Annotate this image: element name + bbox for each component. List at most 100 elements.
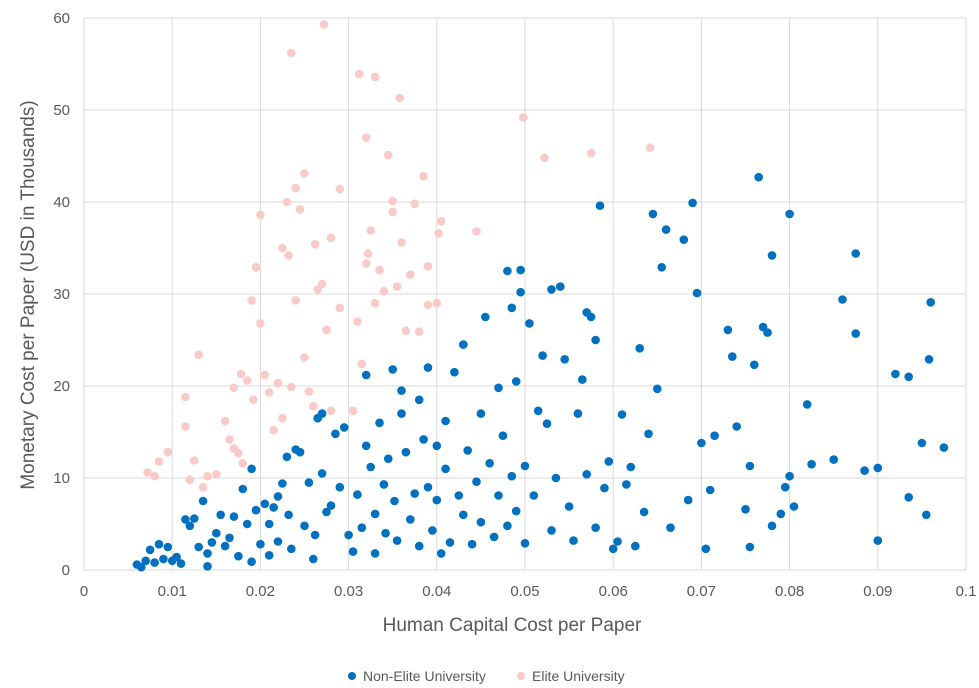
point-non-elite <box>450 367 459 377</box>
point-non-elite <box>375 418 384 428</box>
point-elite <box>287 48 296 58</box>
point-elite <box>322 325 331 335</box>
y-tick-label: 40 <box>53 194 70 211</box>
point-non-elite <box>454 491 464 500</box>
point-non-elite <box>635 344 644 353</box>
point-elite <box>225 435 234 444</box>
point-elite <box>353 317 362 326</box>
point-non-elite <box>414 541 424 551</box>
point-non-elite <box>300 521 309 531</box>
point-non-elite <box>494 491 503 500</box>
point-non-elite <box>525 319 534 328</box>
point-elite <box>291 296 301 305</box>
point-elite <box>295 205 305 214</box>
y-tick-label: 0 <box>62 562 70 579</box>
point-elite <box>361 259 371 268</box>
point-non-elite <box>626 462 636 472</box>
x-axis-title: Human Capital Cost per Paper <box>383 615 642 636</box>
point-non-elite <box>732 422 741 431</box>
point-elite <box>319 20 329 29</box>
point-non-elite <box>322 507 331 517</box>
y-tick-label: 50 <box>53 102 70 119</box>
point-non-elite <box>551 473 561 483</box>
point-non-elite <box>410 489 420 498</box>
series-non-elite <box>132 172 949 572</box>
point-non-elite <box>326 501 336 510</box>
point-non-elite <box>608 544 618 554</box>
point-elite <box>229 383 239 393</box>
point-elite <box>256 319 265 328</box>
point-elite <box>278 243 287 253</box>
x-tick-label: 0.07 <box>687 583 716 600</box>
point-non-elite <box>247 464 256 474</box>
point-non-elite <box>335 482 345 492</box>
point-non-elite <box>529 491 539 500</box>
point-non-elite <box>692 288 702 298</box>
point-non-elite <box>401 447 411 457</box>
point-non-elite <box>904 372 913 382</box>
point-non-elite <box>472 477 481 487</box>
point-elite <box>384 150 393 160</box>
point-non-elite <box>445 538 455 547</box>
point-elite <box>269 425 278 435</box>
point-elite <box>309 401 318 411</box>
point-elite <box>287 382 296 392</box>
point-non-elite <box>256 539 265 549</box>
x-tick-label: 0.03 <box>334 583 363 600</box>
y-axis-ticks: 0 10 20 30 40 50 60 <box>53 10 70 579</box>
point-non-elite <box>851 329 860 338</box>
point-non-elite <box>181 515 190 524</box>
point-non-elite <box>922 510 931 520</box>
point-elite <box>251 263 261 272</box>
point-non-elite <box>631 541 640 551</box>
point-non-elite <box>423 363 433 372</box>
point-non-elite <box>366 462 376 472</box>
point-non-elite <box>414 395 424 405</box>
point-elite <box>181 422 190 431</box>
point-elite <box>432 298 442 308</box>
point-elite <box>203 471 212 481</box>
point-non-elite <box>229 512 239 521</box>
point-elite <box>194 350 203 360</box>
point-non-elite <box>591 523 600 532</box>
point-non-elite <box>666 523 675 532</box>
point-non-elite <box>507 303 517 313</box>
point-elite <box>326 233 336 243</box>
point-non-elite <box>436 549 446 558</box>
series-elite <box>143 20 655 492</box>
point-non-elite <box>785 471 794 481</box>
point-non-elite <box>578 375 587 384</box>
point-non-elite <box>282 452 292 462</box>
legend-label-non-elite: Non-Elite University <box>363 668 486 684</box>
point-non-elite <box>273 537 283 546</box>
point-non-elite <box>683 495 693 505</box>
point-elite <box>256 210 265 220</box>
point-non-elite <box>582 470 591 479</box>
point-elite <box>375 265 384 275</box>
point-elite <box>264 388 274 397</box>
point-non-elite <box>926 298 935 307</box>
point-non-elite <box>459 340 468 349</box>
point-non-elite <box>705 485 715 495</box>
point-non-elite <box>591 335 600 345</box>
point-non-elite <box>207 538 217 547</box>
point-non-elite <box>860 466 869 475</box>
point-elite <box>423 262 433 271</box>
point-non-elite <box>390 496 399 506</box>
point-non-elite <box>723 325 733 335</box>
point-non-elite <box>295 447 305 457</box>
point-non-elite <box>617 410 627 419</box>
x-tick-label: 0.01 <box>158 583 187 600</box>
point-elite <box>150 471 159 481</box>
point-non-elite <box>137 562 146 572</box>
point-non-elite <box>304 478 314 487</box>
point-non-elite <box>516 265 525 275</box>
legend-marker-non-elite <box>348 672 356 680</box>
point-non-elite <box>264 519 274 529</box>
point-non-elite <box>287 544 296 554</box>
point-non-elite <box>560 355 569 364</box>
point-elite <box>247 296 256 305</box>
point-non-elite <box>767 521 777 531</box>
y-tick-label: 20 <box>53 378 70 395</box>
point-elite <box>419 171 428 181</box>
